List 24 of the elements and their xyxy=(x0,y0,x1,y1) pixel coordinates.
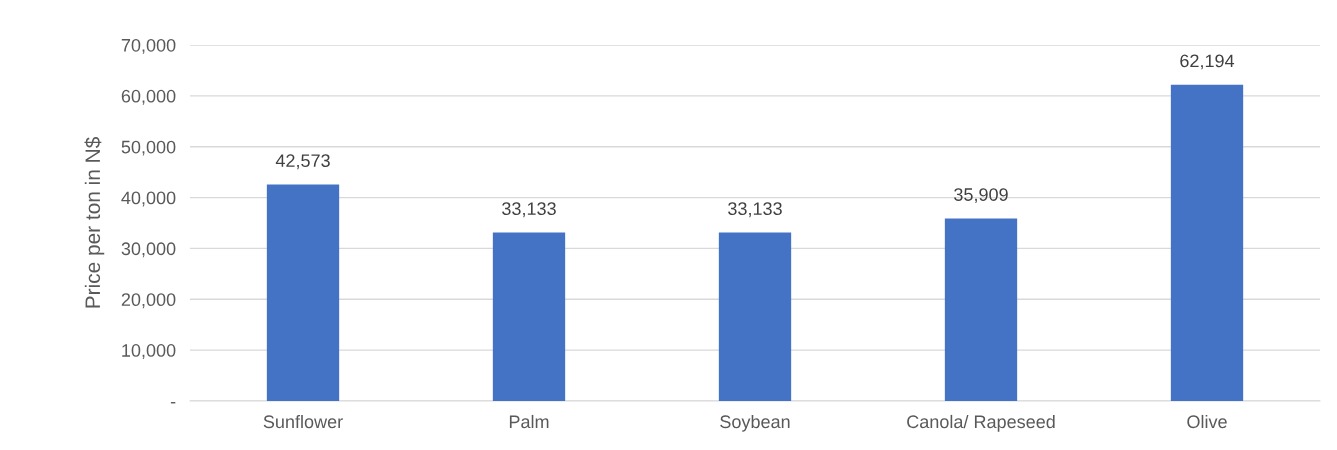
y-tick-label: 60,000 xyxy=(121,89,176,105)
x-tick-label: Sunflower xyxy=(263,414,343,429)
y-tick-label: 30,000 xyxy=(121,242,176,258)
y-tick-label: 70,000 xyxy=(121,38,176,54)
data-label: 33,133 xyxy=(502,202,556,218)
bar xyxy=(944,218,1018,401)
bar xyxy=(1170,84,1244,401)
y-axis-title: Price per ton in N$ xyxy=(84,137,105,308)
x-tick-label: Palm xyxy=(509,414,549,429)
y-tick-label: 40,000 xyxy=(121,191,176,207)
data-label: 42,573 xyxy=(275,154,330,170)
y-tick-label: - xyxy=(170,402,176,404)
data-label: 62,194 xyxy=(1180,54,1235,70)
y-tick-label: 20,000 xyxy=(121,293,176,309)
x-tick-label: Soybean xyxy=(720,414,790,432)
y-tick-label: 50,000 xyxy=(121,140,176,156)
bar xyxy=(492,232,566,401)
y-tick-label: 10,000 xyxy=(122,344,176,359)
x-tick-label: Olive xyxy=(1187,414,1227,429)
bar xyxy=(266,184,340,401)
data-label: 35,909 xyxy=(954,188,1008,204)
x-tick-label: Canola/ Rapeseed xyxy=(907,414,1055,432)
bar xyxy=(718,232,792,401)
data-label: 33,133 xyxy=(728,202,782,218)
